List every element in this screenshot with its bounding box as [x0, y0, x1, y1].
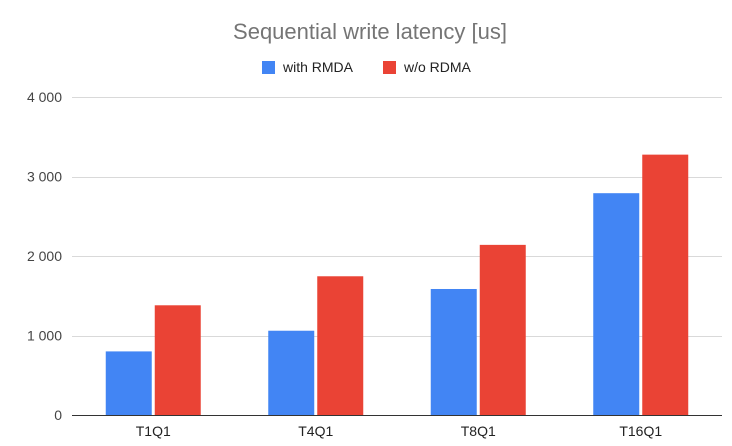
bar-t1q1-series-1 [105, 351, 152, 415]
legend: with RMDA w/o RDMA [262, 59, 472, 75]
legend-label-without-rdma: w/o RDMA [403, 59, 472, 75]
bar-t16q1-series-2 [642, 154, 689, 415]
legend-swatch-without-rdma [383, 61, 396, 74]
bars [105, 154, 689, 415]
x-axis-category-labels: T1Q1 T4Q1 T8Q1 T16Q1 [136, 423, 663, 439]
y-tick-label: 4 000 [27, 89, 62, 105]
x-category-label: T16Q1 [619, 423, 662, 439]
legend-label-with-rmda: with RMDA [282, 59, 354, 75]
y-tick-label: 2 000 [27, 248, 62, 264]
bar-t4q1-series-2 [317, 276, 364, 415]
y-axis-tick-labels: 0 1 000 2 000 3 000 4 000 [27, 89, 62, 423]
x-category-label: T4Q1 [298, 423, 333, 439]
bar-t1q1-series-2 [154, 305, 201, 415]
bar-t4q1-series-1 [268, 330, 315, 415]
x-category-label: T1Q1 [136, 423, 171, 439]
bar-t8q1-series-2 [479, 244, 526, 415]
chart-title: Sequential write latency [us] [233, 19, 507, 44]
y-tick-label: 1 000 [27, 328, 62, 344]
bar-t8q1-series-1 [430, 288, 477, 415]
bar-t16q1-series-1 [593, 193, 640, 415]
legend-swatch-with-rmda [262, 61, 275, 74]
x-category-label: T8Q1 [461, 423, 496, 439]
y-tick-label: 3 000 [27, 169, 62, 185]
y-tick-label: 0 [54, 407, 62, 423]
